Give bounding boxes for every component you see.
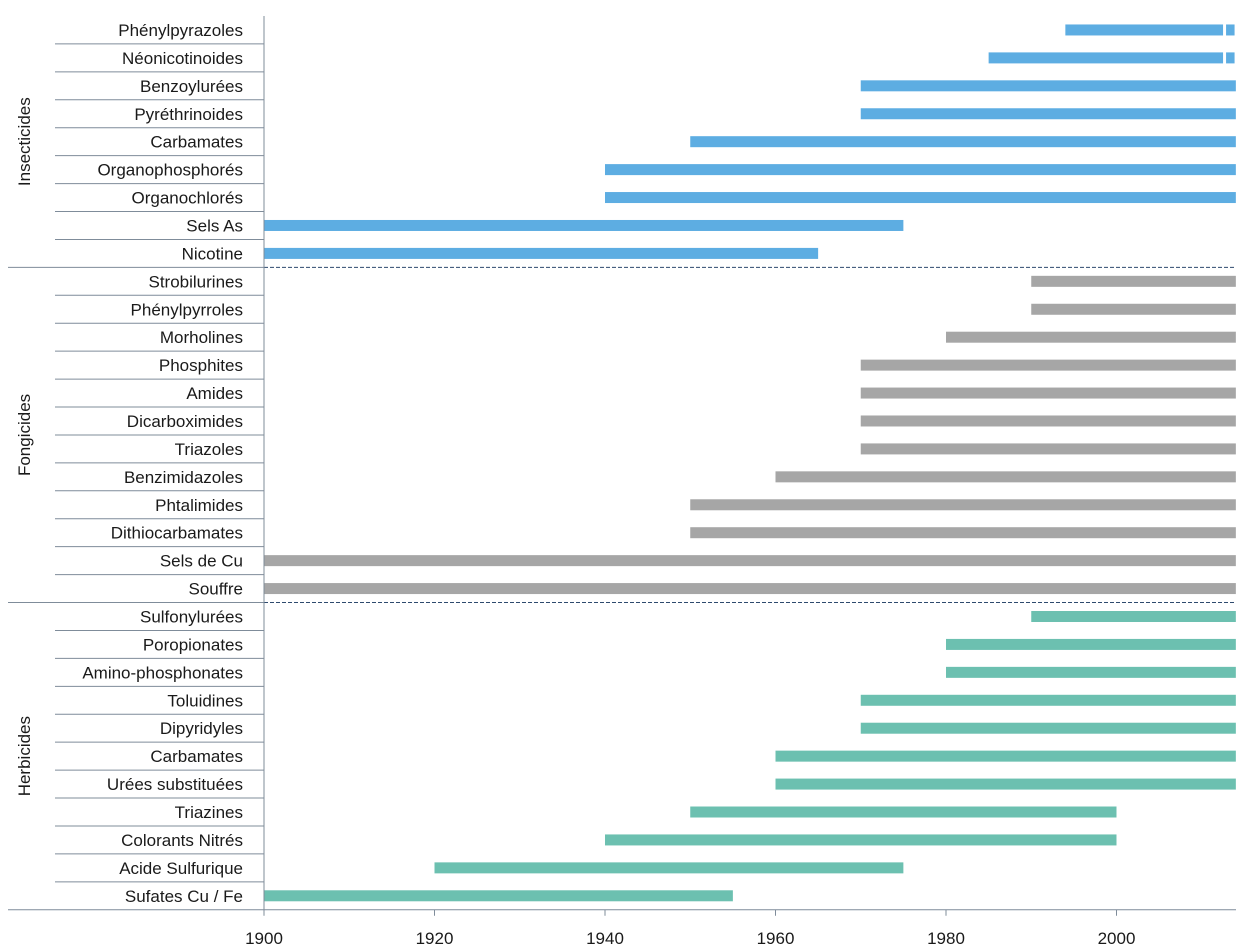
category-label-fongicides-sels-de-cu: Sels de Cu <box>160 552 243 571</box>
category-label-fongicides-phtalimides: Phtalimides <box>155 496 243 515</box>
category-label-fongicides-benzimidazoles: Benzimidazoles <box>124 468 243 487</box>
category-label-herbicides-acide-sulfurique: Acide Sulfurique <box>119 859 243 878</box>
bar-herbicides-acide-sulfurique <box>434 862 904 874</box>
category-label-insecticides-organochlores: Organochlorés <box>131 189 243 208</box>
bar-fongicides-triazoles <box>860 443 1236 455</box>
bar-fongicides-morholines <box>946 331 1236 343</box>
bar-insecticides-neonicotinoides <box>988 52 1236 64</box>
bar-insecticides-organochlores <box>605 192 1236 204</box>
category-label-fongicides-amides: Amides <box>186 384 243 403</box>
category-label-fongicides-dithiocarbamates: Dithiocarbamates <box>111 524 243 543</box>
bar-herbicides-sulfonylurees <box>1031 610 1236 622</box>
category-label-herbicides-carbamates: Carbamates <box>150 747 243 766</box>
bar-insecticides-carbamates <box>690 136 1236 148</box>
category-label-herbicides-sufates-cu-fe: Sufates Cu / Fe <box>125 887 243 906</box>
bar-herbicides-poropionates <box>946 638 1236 650</box>
category-label-herbicides-colorants-nitres: Colorants Nitrés <box>121 831 243 850</box>
bar-fongicides-souffre <box>264 583 1236 595</box>
bar-insecticides-sels-as <box>264 219 904 231</box>
category-label-fongicides-phosphites: Phosphites <box>159 356 243 375</box>
bar-herbicides-sufates-cu-fe <box>264 890 733 902</box>
bar-insecticides-phenylpyrazoles <box>1065 24 1236 36</box>
bar-herbicides-amino-phosphonates <box>946 666 1236 678</box>
group-label-insecticides: Insecticides <box>15 97 34 186</box>
bar-fongicides-phosphites <box>860 359 1236 371</box>
category-label-herbicides-sulfonylurees: Sulfonylurées <box>140 607 243 626</box>
category-label-fongicides-dicarboximides: Dicarboximides <box>127 412 243 431</box>
category-label-insecticides-neonicotinoides: Néonicotinoides <box>122 49 243 68</box>
bar-herbicides-urees-substituees <box>775 778 1236 790</box>
category-label-fongicides-triazoles: Triazoles <box>175 440 243 459</box>
x-tick-label-1940: 1940 <box>586 929 624 947</box>
row-divider-lines <box>55 43 264 883</box>
bar-fongicides-amides <box>860 387 1236 399</box>
x-axis: 1900 1920 1940 1960 1980 2000 <box>8 16 1236 947</box>
bar-fongicides-dicarboximides <box>860 415 1236 427</box>
bar-fongicides-dithiocarbamates <box>690 527 1236 539</box>
bar-fongicides-strobilurines <box>1031 275 1236 287</box>
bar-fongicides-phenylpyrroles <box>1031 303 1236 315</box>
bar-herbicides-toluidines <box>860 694 1236 706</box>
category-label-herbicides-poropionates: Poropionates <box>143 635 243 654</box>
x-tick-label-1920: 1920 <box>416 929 454 947</box>
group-label-herbicides: Herbicides <box>15 716 34 796</box>
bar-break-marker <box>1223 51 1227 65</box>
group-label-fongicides: Fongicides <box>15 394 34 476</box>
category-label-fongicides-morholines: Morholines <box>160 328 243 347</box>
category-label-herbicides-toluidines: Toluidines <box>167 691 243 710</box>
category-label-insecticides-sels-as: Sels As <box>186 216 243 235</box>
category-label-herbicides-amino-phosphonates: Amino-phosphonates <box>82 663 243 682</box>
bar-break-marker <box>1234 51 1236 65</box>
category-label-herbicides-urees-substituees: Urées substituées <box>107 775 243 794</box>
x-tick-label-1960: 1960 <box>757 929 795 947</box>
bar-insecticides-nicotine <box>264 247 819 259</box>
category-label-herbicides-dipyridyles: Dipyridyles <box>160 719 243 738</box>
bars <box>264 23 1236 902</box>
bar-herbicides-dipyridyles <box>860 722 1236 734</box>
bar-herbicides-carbamates <box>775 750 1236 762</box>
category-label-insecticides-phenylpyrazoles: Phénylpyrazoles <box>118 21 243 40</box>
category-label-fongicides-souffre: Souffre <box>188 580 243 599</box>
bar-break-marker <box>1223 23 1227 37</box>
bar-fongicides-phtalimides <box>690 499 1236 511</box>
bar-break-marker <box>1234 23 1236 37</box>
bar-insecticides-pyrethrinoides <box>860 108 1236 120</box>
category-label-insecticides-organophosphores: Organophosphorés <box>97 161 243 180</box>
x-tick-label-1980: 1980 <box>927 929 965 947</box>
category-label-insecticides-carbamates: Carbamates <box>150 133 243 152</box>
group-labels: Insecticides Fongicides Herbicides <box>15 97 34 796</box>
category-label-insecticides-pyrethrinoides: Pyréthrinoides <box>134 105 243 124</box>
category-label-fongicides-strobilurines: Strobilurines <box>149 272 244 291</box>
bar-herbicides-triazines <box>690 806 1117 818</box>
category-label-herbicides-triazines: Triazines <box>175 803 243 822</box>
x-tick-label-2000: 2000 <box>1098 929 1136 947</box>
category-label-insecticides-benzoylurees: Benzoylurées <box>140 77 243 96</box>
category-label-insecticides-nicotine: Nicotine <box>182 244 243 263</box>
group-separators <box>8 266 1236 604</box>
category-labels: Phénylpyrazoles Néonicotinoides Benzoyluré… <box>82 21 243 906</box>
category-label-fongicides-phenylpyrroles: Phénylpyrroles <box>131 300 243 319</box>
bar-herbicides-colorants-nitres <box>605 834 1117 846</box>
bar-insecticides-organophosphores <box>605 164 1236 176</box>
bar-insecticides-benzoylurees <box>860 80 1236 92</box>
bar-fongicides-benzimidazoles <box>775 471 1236 483</box>
x-tick-label-1900: 1900 <box>245 929 283 947</box>
bar-fongicides-sels-de-cu <box>264 555 1236 567</box>
